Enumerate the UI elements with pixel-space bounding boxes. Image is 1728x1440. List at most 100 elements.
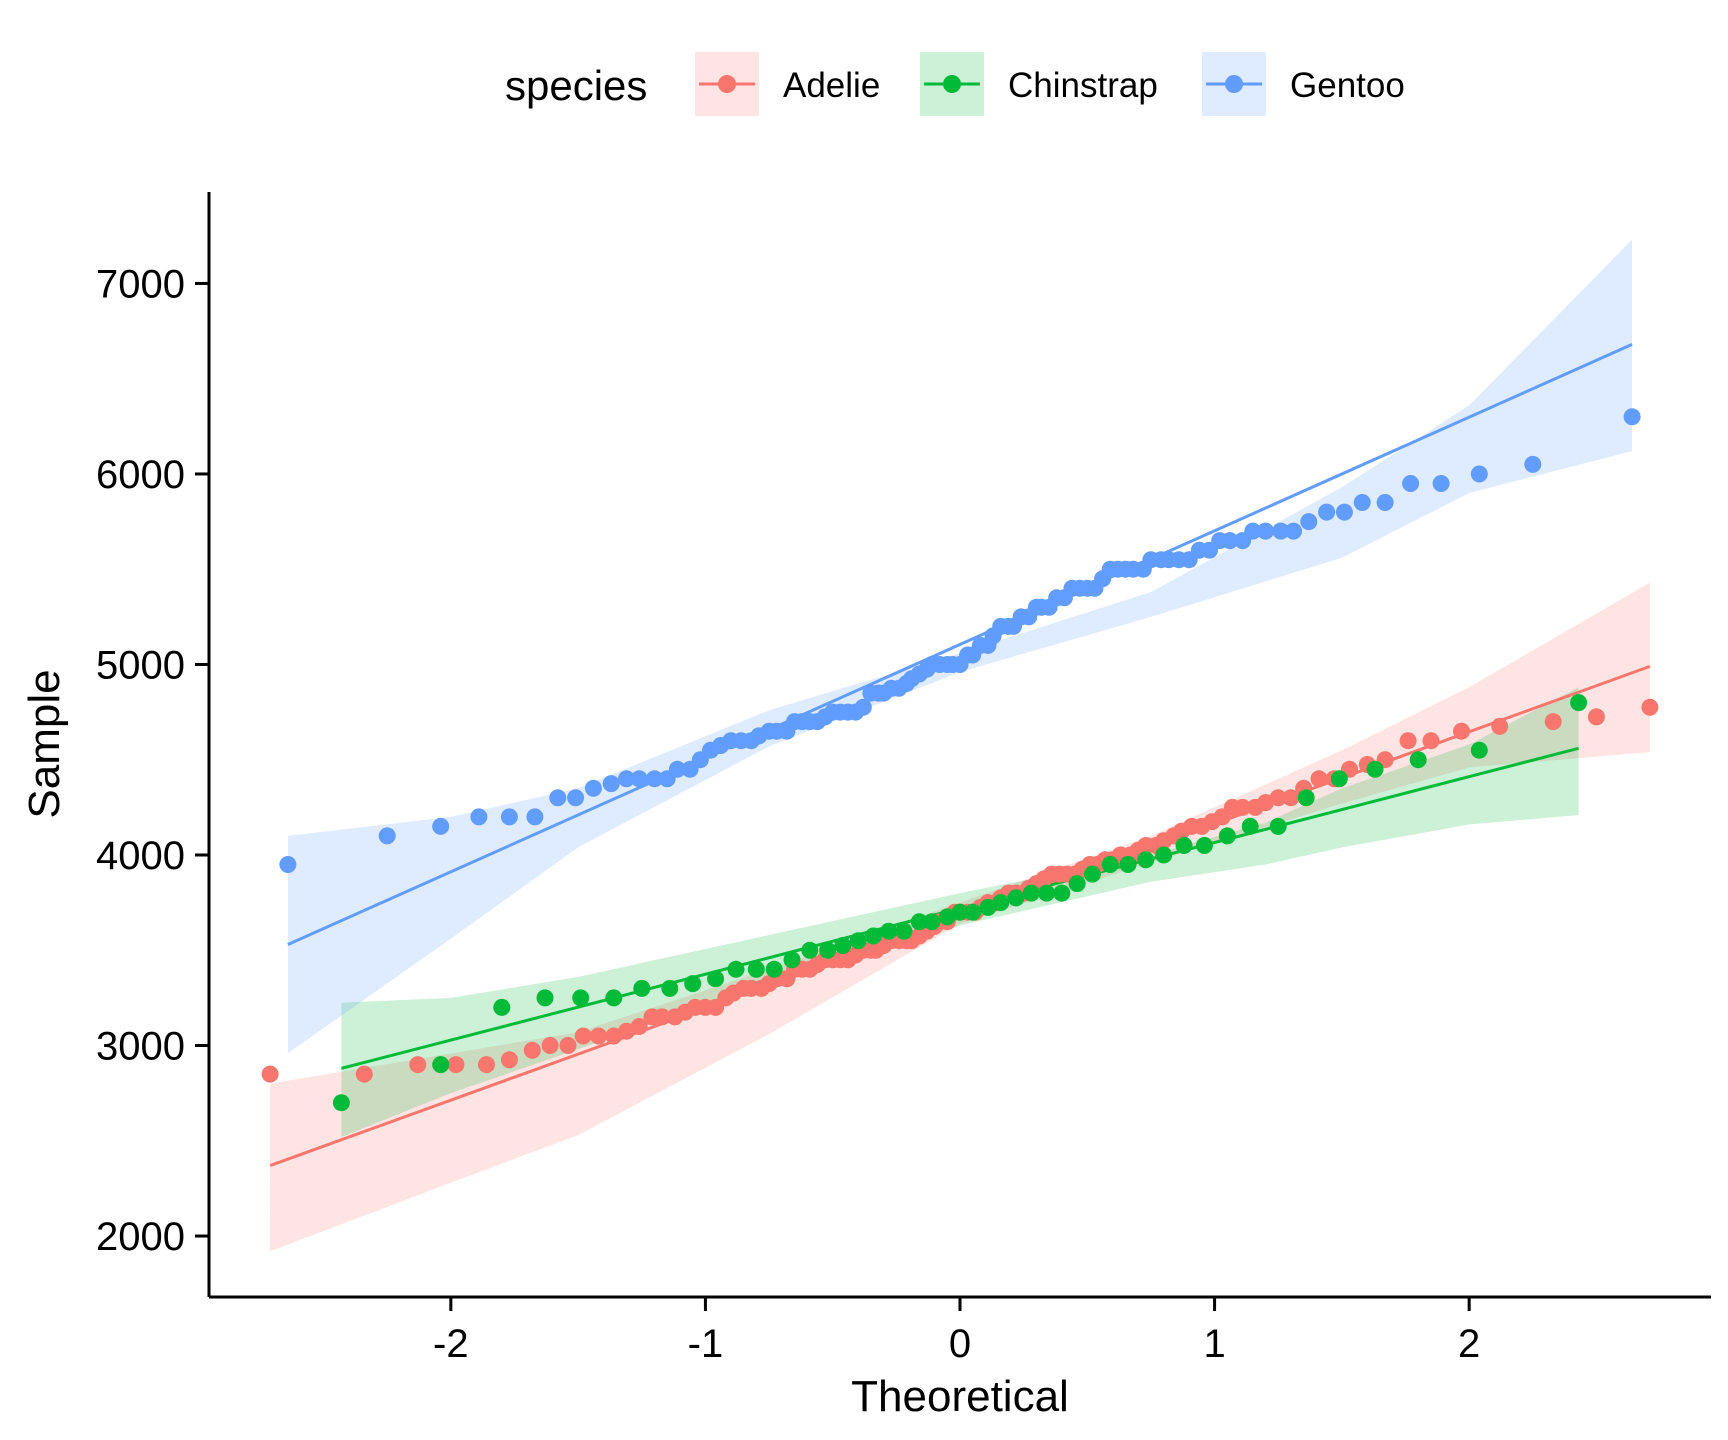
point-chinstrap-4 [572,989,590,1007]
y-tick-label: 2000 [96,1215,185,1259]
point-adelie-101 [1491,717,1509,735]
point-chinstrap-42 [1269,817,1287,835]
point-chinstrap-47 [1470,741,1488,759]
point-gentoo-97 [1524,455,1542,473]
point-gentoo-92 [1353,494,1371,511]
point-chinstrap-29 [1022,884,1040,902]
fit-line-gentoo [287,343,1633,946]
legend-key-adelie-point [718,75,736,93]
point-adelie-5 [500,1051,518,1069]
point-chinstrap-5 [605,989,623,1007]
point-adelie-103 [1587,708,1605,726]
point-adelie-13 [630,1018,648,1035]
point-chinstrap-25 [964,903,982,921]
legend-title: species [505,62,647,109]
point-chinstrap-3 [536,989,554,1007]
point-gentoo-89 [1300,513,1318,531]
point-gentoo-85 [1244,522,1262,540]
point-chinstrap-40 [1218,827,1236,845]
point-chinstrap-35 [1119,856,1137,873]
point-chinstrap-7 [661,979,679,997]
y-tick-label: 4000 [96,834,185,878]
x-tick-label: -2 [433,1322,469,1366]
plot-area [261,239,1659,1252]
data-points [261,408,1659,1112]
y-tick-label: 7000 [96,262,185,306]
point-gentoo-3 [470,808,488,826]
point-adelie-90 [1269,789,1287,807]
point-chinstrap-37 [1155,846,1173,864]
point-gentoo-12 [646,770,663,788]
point-gentoo-2 [432,817,450,835]
point-chinstrap-17 [849,932,867,950]
point-gentoo-96 [1470,465,1488,483]
point-chinstrap-27 [992,894,1010,912]
point-adelie-98 [1399,732,1417,750]
point-gentoo-93 [1376,494,1394,511]
y-axis-title: Sample [20,669,69,818]
point-gentoo-4 [500,808,518,826]
point-chinstrap-14 [801,941,819,959]
point-adelie-2 [409,1056,427,1074]
point-adelie-93 [1310,770,1328,788]
legend-key-gentoo-point [1225,75,1243,93]
point-adelie-99 [1422,732,1440,750]
y-tick-label: 3000 [96,1025,185,1069]
legend: species Adelie Chinstrap Gentoo [505,52,1405,116]
point-chinstrap-48 [1570,694,1588,712]
point-gentoo-95 [1432,475,1450,492]
point-chinstrap-0 [332,1094,350,1112]
point-gentoo-87 [1272,522,1290,540]
point-adelie-0 [261,1065,279,1083]
point-adelie-10 [590,1027,607,1045]
point-chinstrap-41 [1241,817,1259,835]
x-tick-label: -1 [688,1322,724,1366]
point-chinstrap-32 [1068,875,1086,893]
point-chinstrap-12 [765,960,783,978]
point-gentoo-11 [630,770,648,788]
point-chinstrap-18 [864,927,882,945]
point-gentoo-86 [1257,522,1274,540]
point-chinstrap-39 [1195,837,1213,854]
legend-label-gentoo: Gentoo [1290,66,1405,105]
point-gentoo-91 [1335,503,1353,521]
point-chinstrap-19 [880,922,898,940]
point-adelie-9 [574,1027,592,1045]
point-chinstrap-6 [633,979,651,997]
point-chinstrap-34 [1101,856,1119,873]
point-gentoo-7 [567,789,585,807]
point-adelie-15 [653,1008,671,1026]
point-adelie-4 [478,1056,495,1074]
point-gentoo-94 [1402,475,1420,492]
point-gentoo-10 [618,770,635,788]
point-adelie-3 [447,1056,465,1074]
point-chinstrap-22 [923,913,941,931]
x-tick-label: 1 [1203,1322,1225,1366]
point-chinstrap-16 [834,937,852,954]
point-adelie-87 [1234,798,1252,816]
point-gentoo-83 [1221,532,1239,550]
legend-key-chinstrap-point [943,75,961,93]
point-gentoo-90 [1318,503,1336,521]
point-adelie-91 [1282,789,1300,807]
point-chinstrap-15 [819,941,837,959]
point-chinstrap-46 [1409,751,1427,769]
point-adelie-6 [523,1041,541,1059]
point-adelie-1 [355,1065,373,1083]
point-chinstrap-43 [1297,789,1315,807]
point-chinstrap-30 [1038,884,1056,902]
point-chinstrap-2 [493,998,511,1016]
point-gentoo-0 [279,856,297,873]
point-chinstrap-11 [747,960,765,978]
y-axis: 2000 3000 4000 5000 6000 7000 [96,192,211,1297]
x-tick-label: 2 [1458,1322,1480,1366]
legend-entry-gentoo: Gentoo [1202,52,1405,116]
y-tick-label: 5000 [96,643,185,687]
point-chinstrap-21 [910,913,928,931]
point-chinstrap-8 [684,975,702,993]
legend-entry-chinstrap: Chinstrap [920,52,1158,116]
point-chinstrap-44 [1330,770,1348,788]
point-gentoo-88 [1285,522,1302,540]
